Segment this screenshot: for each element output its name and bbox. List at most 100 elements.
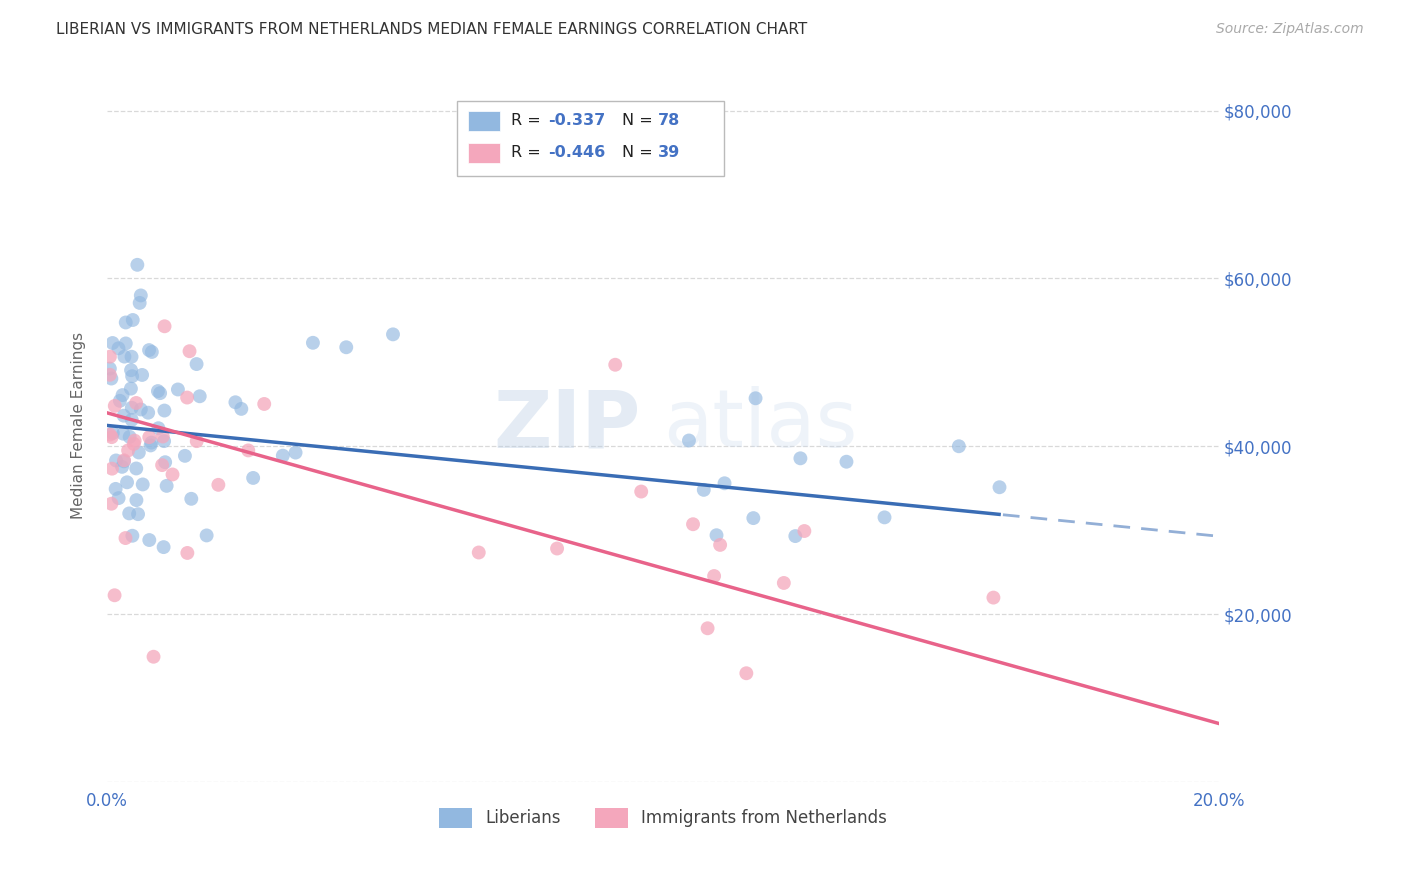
Point	[121, 313, 143, 327]
Point	[152, 540, 174, 554]
Point	[186, 357, 208, 371]
Point	[112, 426, 135, 441]
Point	[129, 402, 152, 417]
FancyBboxPatch shape	[468, 143, 499, 162]
Point	[150, 458, 173, 472]
Point	[302, 335, 325, 350]
Point	[101, 461, 124, 475]
Point	[98, 427, 121, 442]
Text: 39: 39	[658, 145, 679, 161]
Point	[141, 435, 163, 450]
Point	[115, 475, 138, 490]
Point	[138, 533, 160, 547]
Point	[706, 528, 728, 542]
Point	[238, 443, 260, 458]
Point	[138, 343, 160, 357]
Point	[101, 426, 124, 441]
Point	[121, 369, 143, 384]
Point	[118, 507, 141, 521]
Point	[153, 403, 176, 417]
Point	[107, 491, 129, 505]
Point	[149, 386, 172, 401]
FancyBboxPatch shape	[457, 101, 724, 176]
Text: R =: R =	[510, 145, 546, 161]
Point	[176, 391, 198, 405]
Point	[103, 588, 125, 602]
Point	[146, 384, 169, 398]
Point	[153, 455, 176, 469]
Point	[174, 449, 197, 463]
Point	[873, 510, 896, 524]
Point	[988, 480, 1011, 494]
Point	[231, 401, 253, 416]
Point	[186, 434, 208, 449]
Point	[128, 445, 150, 459]
Point	[162, 467, 184, 482]
Point	[114, 531, 136, 545]
Point	[114, 316, 136, 330]
Point	[709, 538, 731, 552]
Point	[605, 358, 627, 372]
Point	[125, 461, 148, 475]
Point	[789, 451, 811, 466]
Point	[122, 437, 145, 451]
Point	[744, 392, 766, 406]
Point	[179, 344, 201, 359]
Text: Source: ZipAtlas.com: Source: ZipAtlas.com	[1216, 22, 1364, 37]
Point	[112, 409, 135, 423]
Point	[112, 453, 135, 467]
Text: ZIP: ZIP	[494, 386, 641, 465]
Point	[703, 569, 725, 583]
Point	[468, 545, 491, 559]
Text: N =: N =	[621, 145, 658, 161]
Point	[242, 471, 264, 485]
Point	[121, 413, 143, 427]
Y-axis label: Median Female Earnings: Median Female Earnings	[72, 332, 86, 519]
Point	[382, 327, 405, 342]
Point	[98, 350, 121, 364]
Point	[630, 484, 652, 499]
Point	[131, 368, 153, 382]
Point	[153, 434, 176, 449]
Point	[983, 591, 1005, 605]
Point	[125, 493, 148, 508]
Point	[335, 340, 357, 354]
Point	[132, 477, 155, 491]
Point	[207, 478, 229, 492]
Point	[100, 430, 122, 444]
Point	[835, 455, 858, 469]
Point	[121, 401, 143, 415]
Point	[167, 383, 190, 397]
Point	[120, 363, 142, 377]
Text: LIBERIAN VS IMMIGRANTS FROM NETHERLANDS MEDIAN FEMALE EARNINGS CORRELATION CHART: LIBERIAN VS IMMIGRANTS FROM NETHERLANDS …	[56, 22, 807, 37]
Point	[152, 429, 174, 443]
Point	[125, 396, 148, 410]
Point	[107, 341, 129, 355]
Point	[188, 389, 211, 403]
Point	[100, 497, 122, 511]
Point	[948, 439, 970, 453]
Point	[118, 430, 141, 444]
FancyBboxPatch shape	[468, 111, 499, 130]
Point	[141, 345, 163, 359]
Point	[546, 541, 568, 556]
Point	[120, 382, 142, 396]
Point	[104, 399, 127, 413]
Point	[176, 546, 198, 560]
Point	[713, 476, 735, 491]
Point	[111, 388, 134, 402]
Point	[156, 479, 179, 493]
Text: N =: N =	[621, 113, 658, 128]
Point	[742, 511, 765, 525]
Point	[114, 336, 136, 351]
Point	[121, 529, 143, 543]
Point	[180, 491, 202, 506]
Point	[127, 507, 149, 521]
Point	[117, 443, 139, 458]
Text: R =: R =	[510, 113, 546, 128]
Point	[785, 529, 807, 543]
Point	[111, 459, 134, 474]
Text: -0.337: -0.337	[548, 113, 606, 128]
Point	[98, 368, 121, 382]
Point	[142, 649, 165, 664]
